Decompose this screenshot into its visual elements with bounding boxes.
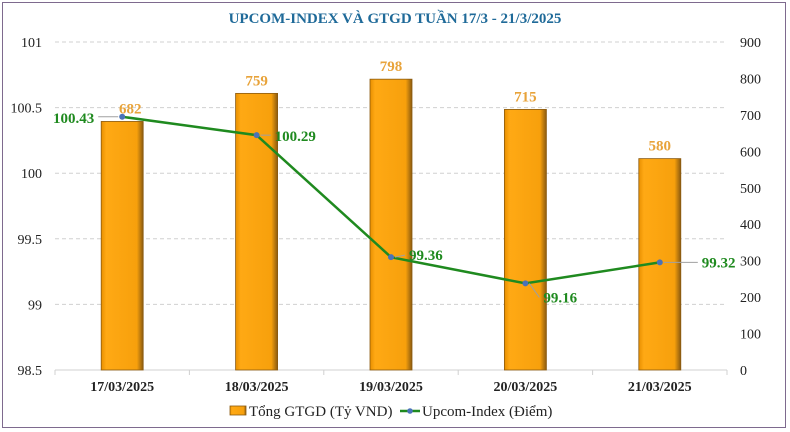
- line-label-leader: [528, 283, 540, 298]
- legend-bar-swatch: [229, 405, 247, 416]
- y-left-tick-label: 100.5: [11, 102, 43, 117]
- bar: [369, 78, 413, 371]
- x-tick-label: 21/03/2025: [628, 380, 692, 395]
- y-right-tick-label: 0: [740, 364, 747, 379]
- bar-data-label: 580: [649, 139, 672, 155]
- y-right-tick-label: 800: [740, 72, 761, 87]
- line-data-label: 99.36: [409, 248, 443, 264]
- y-right-tick-label: 700: [740, 109, 761, 124]
- y-left-tick-label: 99.5: [18, 233, 43, 248]
- line-marker: [119, 113, 126, 120]
- y-right-tick-label: 300: [740, 255, 761, 270]
- y-left-tick-label: 100: [21, 167, 42, 182]
- bar-data-label: 798: [380, 59, 403, 75]
- y-right-tick-label: 200: [740, 291, 761, 306]
- x-tick-label: 20/03/2025: [494, 380, 558, 395]
- line-data-label: 100.29: [275, 129, 316, 145]
- chart-title: UPCOM-INDEX VÀ GTGD TUẦN 17/3 - 21/3/202…: [229, 10, 562, 27]
- bar: [100, 121, 144, 371]
- y-right-tick-label: 100: [740, 328, 761, 343]
- line-data-label: 99.16: [543, 290, 577, 306]
- x-tick-label: 17/03/2025: [90, 380, 154, 395]
- line-marker: [522, 280, 529, 287]
- legend-line-label: Upcom-Index (Điểm): [422, 404, 552, 420]
- y-right-tick-label: 500: [740, 182, 761, 197]
- line-marker: [656, 259, 663, 266]
- legend-bar-label: Tổng GTGD (Tỷ VND): [249, 404, 392, 420]
- line-data-label: 100.43: [53, 111, 94, 127]
- bar: [503, 109, 547, 371]
- y-right-tick-label: 600: [740, 145, 761, 160]
- bar-data-label: 715: [514, 89, 537, 105]
- legend-line-marker: [407, 408, 413, 414]
- y-left-tick-label: 101: [21, 36, 42, 51]
- line-data-label: 99.32: [702, 255, 736, 271]
- y-right-tick-label: 900: [740, 36, 761, 51]
- bar-data-label: 759: [245, 73, 268, 89]
- x-tick-label: 18/03/2025: [225, 380, 289, 395]
- line-marker: [388, 254, 394, 261]
- y-left-tick-label: 98.5: [18, 364, 43, 379]
- legend: Tổng GTGD (Tỷ VND) Upcom-Index (Điểm): [229, 404, 552, 420]
- line-label-leader: [394, 254, 406, 258]
- y-right-tick-label: 400: [740, 218, 761, 233]
- bar: [235, 92, 279, 371]
- line-marker: [253, 132, 260, 139]
- y-left-tick-label: 99: [28, 298, 42, 313]
- bar-data-label: 682: [119, 101, 142, 117]
- x-tick-label: 19/03/2025: [359, 380, 423, 395]
